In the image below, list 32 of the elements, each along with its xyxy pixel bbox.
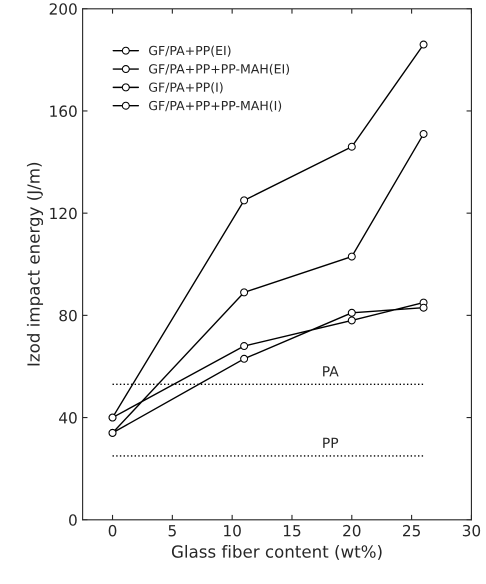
x-tick-label: 30 [462,524,480,536]
x-tick-label: 5 [168,525,176,536]
point [420,40,428,49]
point [348,252,356,261]
legend-label: GF/PA+PP(I) [149,82,223,94]
y-tick-label: 200 [50,3,77,15]
y-tick-label: 0 [69,514,77,526]
point [348,316,356,324]
x-tick-label: 0 [108,524,116,536]
legend-label: GF/PA+PP(EI) [149,46,231,57]
x-axis-title: Glass fiber content (wt%) [172,544,382,560]
y-tick-label: 80 [59,310,77,322]
x-tick-label: 20 [343,524,360,536]
point [240,342,248,350]
y-tick-label: 40 [59,412,77,424]
legend-label: GF/PA+PP+PP-MAH(EI) [149,64,290,76]
x-tick-label: 15 [284,525,300,536]
point [348,142,356,151]
y-tick-label: 160 [50,105,77,117]
x-tick-label: 10 [224,524,241,536]
point [348,308,356,317]
y-tick-label: 120 [50,208,77,220]
point [420,304,428,312]
ref-line-label: PP [323,438,338,448]
point [240,354,248,363]
point [240,196,248,204]
ref-line-label: PA [323,366,339,376]
point [240,288,248,296]
x-tick-label: 25 [403,524,420,536]
y-axis-title: Izod impact energy (J/m) [26,162,44,366]
point [420,130,428,138]
legend-label: GF/PA+PP+PP-MAH(I) [149,100,282,112]
